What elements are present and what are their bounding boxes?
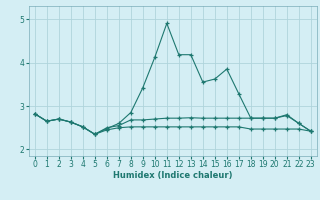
X-axis label: Humidex (Indice chaleur): Humidex (Indice chaleur): [113, 171, 233, 180]
